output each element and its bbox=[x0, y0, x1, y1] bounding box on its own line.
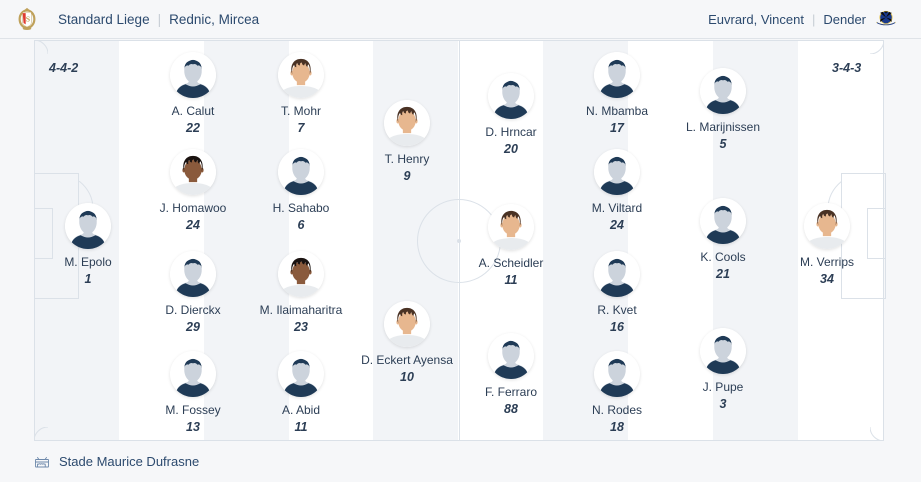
svg-text:S: S bbox=[26, 14, 30, 23]
